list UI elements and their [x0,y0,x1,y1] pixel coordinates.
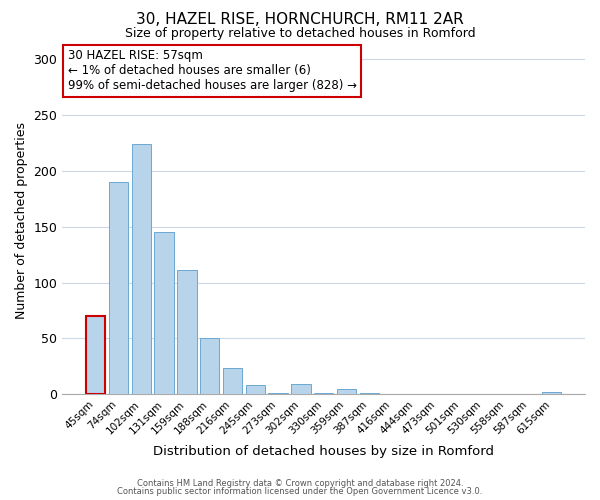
Bar [245,386,265,394]
Text: 30 HAZEL RISE: 57sqm
← 1% of detached houses are smaller (6)
99% of semi-detache: 30 HAZEL RISE: 57sqm ← 1% of detached ho… [68,49,356,92]
Bar [291,384,311,394]
Text: Size of property relative to detached houses in Romford: Size of property relative to detached ho… [125,28,475,40]
Bar [200,338,220,394]
Bar [109,182,128,394]
Bar [131,144,151,394]
X-axis label: Distribution of detached houses by size in Romford: Distribution of detached houses by size … [153,444,494,458]
Y-axis label: Number of detached properties: Number of detached properties [15,122,28,320]
Text: 30, HAZEL RISE, HORNCHURCH, RM11 2AR: 30, HAZEL RISE, HORNCHURCH, RM11 2AR [136,12,464,28]
Text: Contains public sector information licensed under the Open Government Licence v3: Contains public sector information licen… [118,487,482,496]
Bar [542,392,561,394]
Bar [337,389,356,394]
Bar [154,232,174,394]
Text: Contains HM Land Registry data © Crown copyright and database right 2024.: Contains HM Land Registry data © Crown c… [137,478,463,488]
Bar [177,270,197,394]
Bar [86,316,106,394]
Bar [223,368,242,394]
